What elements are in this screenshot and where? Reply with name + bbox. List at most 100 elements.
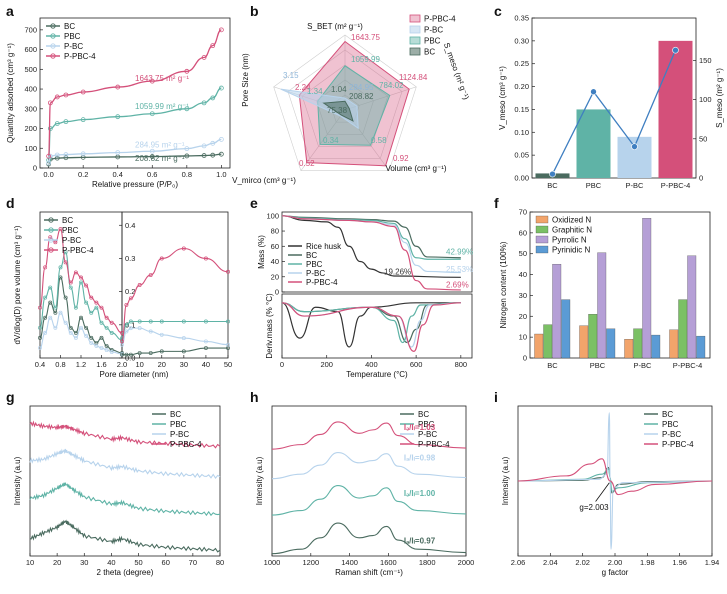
panel-e-ytick-label: 100 <box>266 211 279 220</box>
panel-a-point-PBC <box>210 95 216 101</box>
panel-a-ytick-label: 300 <box>24 104 37 113</box>
panel-h-annotation: Iₔ/Iₗ=1.03 <box>404 423 436 432</box>
panel-e-deriv-BC <box>281 302 461 344</box>
panel-b-value-label: 0.52 <box>299 159 315 168</box>
panel-a-xlabel: Relative pressure (P/P₀) <box>92 180 178 189</box>
panel-h-xtick-label: 1600 <box>380 558 397 567</box>
panel-c-bar-P-PBC-4 <box>658 40 693 178</box>
panel-d-left-xtick-label: 1.2 <box>76 360 86 369</box>
panel-e-ytick-label: 40 <box>271 257 279 266</box>
panel-d-left-point-PBC <box>94 305 99 310</box>
panel-a-legend-marker <box>50 53 56 59</box>
panel-h-xtick-label: 1200 <box>302 558 319 567</box>
panel-i-series-P-PBC-4 <box>517 458 713 496</box>
panel-e-mass-BC <box>281 215 461 259</box>
panel-b-series-P-PBC-4 <box>298 40 410 167</box>
panel-h-annotation: Iₔ/Iₗ=0.97 <box>404 537 436 546</box>
panel-f-bar-graphitic-n <box>633 328 643 359</box>
panel-a-point-P-BC <box>115 150 121 156</box>
panel-d-left-point-PBC <box>43 295 48 300</box>
panel-g-xtick-label: 50 <box>134 558 142 567</box>
panel-f-bar-graphitic-n <box>588 314 598 359</box>
panel-c-bar-P-BC <box>617 136 652 178</box>
panel-i-legend-label: P-PBC-4 <box>662 440 694 449</box>
panel-c-right-ytick-label: 0 <box>699 174 703 183</box>
panel-d-right-point-P-BC <box>148 329 153 334</box>
panel-d-left-point-BC <box>89 335 94 340</box>
panel-a-point-P-PBC-4 <box>47 100 53 106</box>
panel-a-point-P-PBC-4 <box>115 84 121 90</box>
panel-f-ytick-label: 10 <box>519 333 527 342</box>
panel-d-right-point-P-PBC-4 <box>226 269 230 274</box>
panel-d-right-point-BC <box>181 349 186 354</box>
panel-e-xtick-label: 0 <box>280 360 284 369</box>
panel-f-bar-oxidized-n <box>579 325 589 359</box>
panel-a-point-BC <box>149 154 155 159</box>
panel-b-legend-label: BC <box>424 48 435 57</box>
panel-b-legend-label: P-BC <box>424 26 443 35</box>
panel-c-meso-bars: 0.00 0.05 0.10 0.15 0.20 0.25 0.30 0.35 0 50 100 15… <box>498 14 724 191</box>
panel-d-left-point-BC <box>68 325 73 330</box>
panel-e-deriv-P-PBC-4 <box>281 302 461 352</box>
panel-a-point-BC <box>80 154 86 160</box>
panel-d-right-point-PBC <box>159 319 164 324</box>
panel-h-legend-label: P-PBC-4 <box>418 440 450 449</box>
panel-d-xlabel: Pore diameter (nm) <box>100 370 169 379</box>
panel-h-legend-label: BC <box>418 410 429 419</box>
panel-d-right-xtick-label: 30 <box>180 360 188 369</box>
panel-h-xlabel: Raman shift (cm⁻¹) <box>335 568 403 577</box>
panel-d-right-point-P-PBC-4 <box>159 256 164 261</box>
panel-c-line-point <box>631 143 638 150</box>
panel-f-legend-label: Graphitic N <box>552 226 592 235</box>
panel-b-value-label: 0.58 <box>371 136 387 145</box>
panel-g-series-P-PBC-4 <box>29 420 221 449</box>
panel-e-annotation: 42.99% <box>446 248 473 257</box>
panel-a-point-P-BC <box>210 140 216 146</box>
panel-f-legend-swatch <box>535 245 549 254</box>
panel-a-point-P-BC <box>184 146 190 152</box>
panel-a-point-PBC <box>54 121 60 126</box>
panel-c-line-point <box>590 88 597 96</box>
panel-b-legend-label: PBC <box>424 37 441 46</box>
panel-f-xtick-label: BC <box>547 361 558 370</box>
panel-a-point-P-PBC-4 <box>46 153 52 159</box>
panel-i-annotation: g=2.003 <box>579 503 609 512</box>
panel-d-legend-label: BC <box>62 216 73 225</box>
panel-a-ytick-label: 0 <box>33 164 37 173</box>
panel-a-legend-label: BC <box>64 22 75 31</box>
panel-f-ytick-label: 0 <box>523 354 527 363</box>
panel-a-annotation: 208.82 m² g⁻¹ <box>135 154 185 163</box>
panel-d-right-point-P-PBC-4 <box>181 246 186 251</box>
panel-c-frame <box>531 17 697 179</box>
panel-b-value-label: 1059.99 <box>351 55 380 64</box>
panel-f-ytick-label: 30 <box>519 291 527 300</box>
panel-d-legend-marker <box>48 237 54 243</box>
panel-d-left-point-BC <box>43 315 48 320</box>
panel-f-bar-pyrrolic-n <box>597 252 607 359</box>
panel-h-frame <box>271 405 467 557</box>
panel-f-xtick-label: PBC <box>590 361 606 370</box>
panel-b-spoke <box>300 109 346 171</box>
panel-e-legend-label: BC <box>306 251 317 260</box>
panel-c-xtick-label: PBC <box>586 181 602 190</box>
panel-d-left-series-BC <box>39 276 123 354</box>
panel-e-deriv-Rice husk <box>281 302 461 348</box>
panel-c-xtick-label: P-BC <box>626 181 645 190</box>
panel-d-left-xtick-label: 0.4 <box>35 360 45 369</box>
panel-d-left-point-BC <box>63 295 68 300</box>
panel-d-right-point-P-BC <box>124 329 129 334</box>
panel-a-point-P-PBC-4 <box>218 27 224 33</box>
panel-a-point-P-BC <box>80 151 86 157</box>
panel-d-right-point-PBC <box>124 322 129 327</box>
panel-d-right-ytick-label: 0.2 <box>125 287 135 296</box>
panel-h-ylabel: Intensity (a.u) <box>255 456 264 505</box>
panel-f-bar-oxidized-n <box>624 339 634 359</box>
panel-d-right-ytick-label: 0.3 <box>125 254 135 263</box>
panel-i-xlabel: g factor <box>602 568 629 577</box>
panel-b-grid-ring <box>301 64 389 147</box>
panel-letter-h: h <box>250 389 259 405</box>
panel-d-right-point-BC <box>203 346 208 350</box>
panel-f-xtick-label: P-BC <box>634 361 653 370</box>
panel-d-left-point-PBC <box>68 285 73 290</box>
panel-c-ytick-label: 0.05 <box>514 151 529 160</box>
